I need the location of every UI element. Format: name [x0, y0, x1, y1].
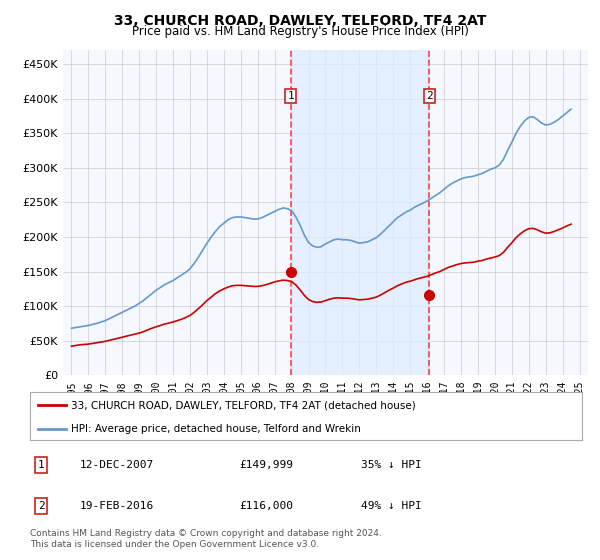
- Text: 12-DEC-2007: 12-DEC-2007: [80, 460, 154, 470]
- Text: £149,999: £149,999: [240, 460, 294, 470]
- Text: HPI: Average price, detached house, Telford and Wrekin: HPI: Average price, detached house, Telf…: [71, 424, 361, 434]
- Text: 19-FEB-2016: 19-FEB-2016: [80, 501, 154, 511]
- Text: 1: 1: [287, 91, 294, 101]
- Text: 2: 2: [38, 501, 44, 511]
- Text: Price paid vs. HM Land Registry's House Price Index (HPI): Price paid vs. HM Land Registry's House …: [131, 25, 469, 38]
- Text: 2: 2: [426, 91, 433, 101]
- Bar: [291, 50, 430, 375]
- Text: Contains HM Land Registry data © Crown copyright and database right 2024.
This d: Contains HM Land Registry data © Crown c…: [30, 529, 382, 549]
- Text: 35% ↓ HPI: 35% ↓ HPI: [361, 460, 422, 470]
- Text: 49% ↓ HPI: 49% ↓ HPI: [361, 501, 422, 511]
- Text: 33, CHURCH ROAD, DAWLEY, TELFORD, TF4 2AT: 33, CHURCH ROAD, DAWLEY, TELFORD, TF4 2A…: [114, 14, 486, 28]
- Text: 1: 1: [38, 460, 44, 470]
- Text: 33, CHURCH ROAD, DAWLEY, TELFORD, TF4 2AT (detached house): 33, CHURCH ROAD, DAWLEY, TELFORD, TF4 2A…: [71, 400, 416, 410]
- Text: £116,000: £116,000: [240, 501, 294, 511]
